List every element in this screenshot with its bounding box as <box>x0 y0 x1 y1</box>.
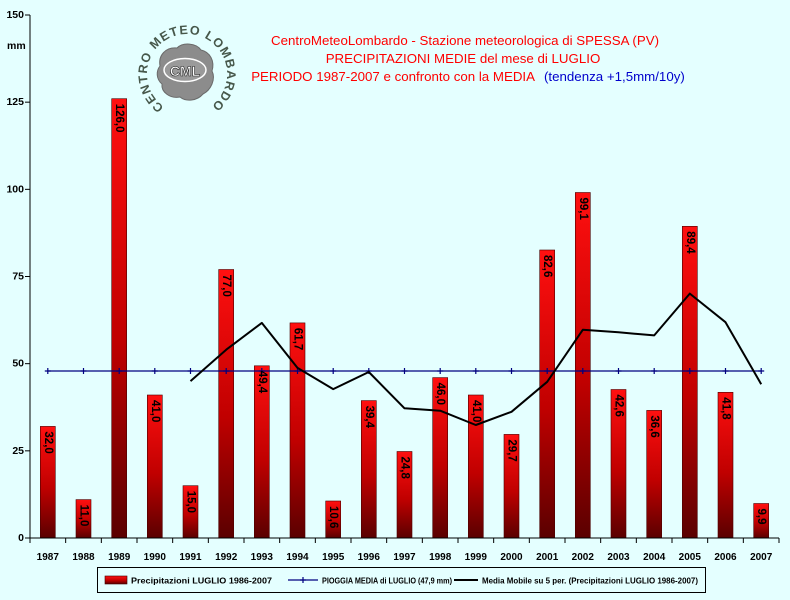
average-marker-1988 <box>80 368 87 374</box>
x-tick-label: 2001 <box>536 552 559 563</box>
average-marker-2002 <box>579 368 586 374</box>
x-tick-label: 1987 <box>37 552 60 563</box>
average-marker-1995 <box>330 368 337 374</box>
x-tick-label: 2003 <box>607 552 630 563</box>
y-tick-label: 0 <box>18 532 24 544</box>
y-tick-label: 125 <box>6 96 24 108</box>
legend-item-moving-average: Media Mobile su 5 per. (Precipitazioni L… <box>454 576 698 586</box>
x-tick-label: 1994 <box>286 552 309 563</box>
legend-average-marker <box>300 577 306 583</box>
average-marker-2006 <box>722 368 729 374</box>
x-tick-label: 1993 <box>251 552 274 563</box>
x-tick-label: 2002 <box>572 552 595 563</box>
x-tick-label: 1997 <box>393 552 416 563</box>
bar-value-label: 41,0 <box>470 400 482 422</box>
bar-value-label: 32,0 <box>42 431 54 453</box>
chart-title-period: PERIODO 1987-2007 e confronto con la MED… <box>251 69 535 84</box>
x-tick-label: 2006 <box>714 552 737 563</box>
legend-label-bars: Precipitazioni LUGLIO 1986-2007 <box>131 576 272 586</box>
bar-value-label: 24,8 <box>399 457 411 480</box>
bar-value-label: 15,0 <box>185 491 197 513</box>
bar-value-label: 46,0 <box>434 383 446 405</box>
average-marker-2001 <box>544 368 551 374</box>
legend-box <box>97 567 706 593</box>
chart-title-line-2: PRECIPITAZIONI MEDIE del mese di LUGLIO <box>326 51 601 66</box>
legend-label-moving-average: Media Mobile su 5 per. (Precipitazioni L… <box>482 576 698 586</box>
bar-value-label: 77,0 <box>220 275 232 297</box>
x-tick-label: 2007 <box>750 552 773 563</box>
bar-value-label: 29,7 <box>506 439 518 461</box>
legend-swatch-bars <box>104 575 128 585</box>
bar-value-label: 126,0 <box>113 104 125 133</box>
logo-oval <box>163 57 207 83</box>
x-tick-label: 1999 <box>465 552 488 563</box>
bar-value-label: 42,6 <box>613 395 625 417</box>
y-axis-unit-label: mm <box>7 40 26 52</box>
y-tick-label: 150 <box>6 9 24 21</box>
average-marker-1992 <box>223 368 230 374</box>
average-marker-1991 <box>187 368 194 374</box>
bar-value-label: 89,4 <box>684 231 696 254</box>
y-tick-label: 50 <box>12 358 24 370</box>
average-marker-2007 <box>758 368 765 374</box>
x-tick-label: 1992 <box>215 552 238 563</box>
bar-2005 <box>681 226 698 539</box>
x-tick-label: 2005 <box>679 552 702 563</box>
x-tick-label: 2000 <box>500 552 523 563</box>
x-tick-label: 1995 <box>322 552 345 563</box>
moving-average-line <box>189 292 763 426</box>
average-marker-1998 <box>437 368 444 374</box>
x-tick-label: 1989 <box>108 552 131 563</box>
average-marker-2005 <box>686 368 693 374</box>
bar-value-label: 99,1 <box>577 198 589 221</box>
bar-2001 <box>539 249 556 539</box>
average-marker-1999 <box>472 368 479 374</box>
bar-1989 <box>111 98 127 539</box>
plot-area: 0 25 50 75 100 125 150 1987 1988 1989 1990 1991 1992… <box>6 9 780 563</box>
bar-value-label: 11,0 <box>78 505 90 527</box>
legend-item-average-line: PIOGGIA MEDIA di LUGLIO (47,9 mm) <box>288 576 452 586</box>
legend-label-average: PIOGGIA MEDIA di LUGLIO (47,9 mm) <box>322 576 452 586</box>
bar-value-label: 39,4 <box>363 406 375 429</box>
x-tick-label: 1991 <box>179 552 202 563</box>
average-marker-1993 <box>258 368 265 374</box>
logo-initials: CML <box>170 63 201 79</box>
bar-value-label: 41,0 <box>149 400 161 422</box>
x-tick-label: 1988 <box>72 552 95 563</box>
x-tick-label: 1998 <box>429 552 452 563</box>
chart-title-trend-note: (tendenza +1,5mm/10y) <box>544 69 685 84</box>
average-marker-2000 <box>508 368 515 374</box>
bar-value-label: 41,8 <box>720 397 732 420</box>
average-marker-1987 <box>44 368 51 374</box>
average-marker-1997 <box>401 368 408 374</box>
chart-title-line-1: CentroMeteoLombardo - Stazione meteorolo… <box>271 33 659 48</box>
bar-value-label: 9,9 <box>755 509 767 525</box>
bar-value-label: 49,4 <box>256 371 268 394</box>
bar-value-label: 61,7 <box>292 328 304 350</box>
bar-value-label: 82,6 <box>541 255 553 277</box>
y-tick-label: 100 <box>6 183 24 195</box>
y-tick-label: 75 <box>12 271 24 283</box>
legend: Precipitazioni LUGLIO 1986-2007 PIOGGIA … <box>97 567 706 593</box>
x-tick-label: 2004 <box>643 552 666 563</box>
x-tick-label: 1996 <box>358 552 381 563</box>
average-marker-2003 <box>615 368 622 374</box>
average-marker-1990 <box>151 368 158 374</box>
y-tick-label: 25 <box>12 445 24 457</box>
legend-item-rainfall-bars: Precipitazioni LUGLIO 1986-2007 <box>104 575 272 586</box>
x-tick-label: 1990 <box>144 552 167 563</box>
average-marker-1989 <box>116 368 123 374</box>
bar-value-label: 36,6 <box>648 415 660 437</box>
bar-1992 <box>218 269 234 539</box>
bar-2002 <box>574 192 591 539</box>
bar-1994 <box>289 322 306 539</box>
chart-title-line-3: PERIODO 1987-2007 e confronto con la MED… <box>251 69 685 84</box>
bar-value-label: 10,6 <box>327 506 339 528</box>
average-marker-2004 <box>651 368 658 374</box>
